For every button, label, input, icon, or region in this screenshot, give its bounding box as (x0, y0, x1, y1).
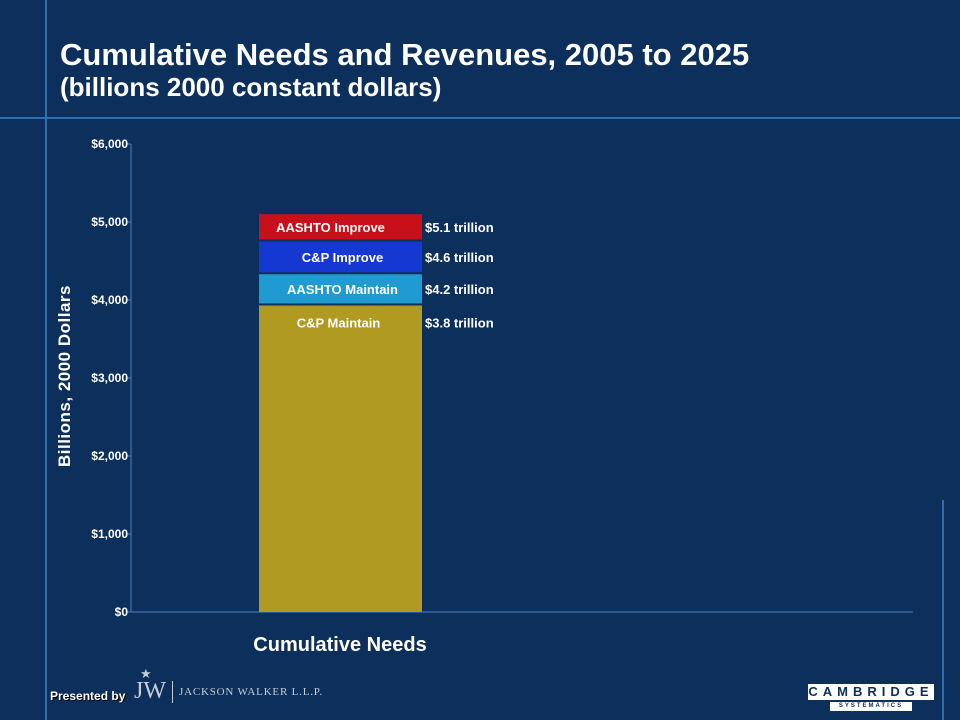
y-tick-label: $3,000 (91, 371, 128, 385)
cumulative-total-label: $3.8 trillion (425, 315, 494, 330)
logo-top-text: CAMBRIDGE (808, 684, 934, 700)
bar-segment (259, 241, 422, 273)
cambridge-systematics-logo: CAMBRIDGE SYSTEMATICS (808, 684, 934, 711)
star-icon: ★ (140, 666, 152, 681)
chart-title-line1: Cumulative Needs and Revenues, 2005 to 2… (60, 37, 750, 72)
cumulative-total-label: $4.2 trillion (425, 282, 494, 297)
cumulative-total-label: $5.1 trillion (425, 220, 494, 235)
cumulative-total-label: $4.6 trillion (425, 250, 494, 265)
chart-labels: C&P Maintain $3.8 trillion AASHTO Maintain… (276, 220, 494, 331)
bar-segment (259, 305, 422, 612)
presented-by-text: Presented by (50, 689, 126, 703)
frame-line-right (942, 500, 944, 720)
jw-monogram-text: JW (134, 678, 166, 704)
segment-label: AASHTO Maintain (287, 282, 398, 297)
y-tick-label: $5,000 (91, 215, 128, 229)
y-tick-label: $2,000 (91, 449, 128, 463)
frame-line-top (0, 117, 960, 119)
y-tick-label: $0 (115, 605, 129, 619)
bar-segment (259, 274, 422, 304)
segment-label: AASHTO Improve (276, 220, 385, 235)
x-category-label: Cumulative Needs (253, 634, 427, 656)
chart-subtitle: (billions 2000 constant dollars) (60, 72, 442, 102)
y-tick-label: $4,000 (91, 293, 128, 307)
jw-monogram: ★ JW (134, 666, 166, 705)
segment-label: C&P Maintain (297, 315, 381, 330)
chart-bars (259, 214, 422, 612)
bar-segment (259, 214, 422, 240)
sponsor-name: JACKSON WALKER L.L.P. (179, 685, 324, 698)
y-tick-label: $6,000 (91, 137, 128, 151)
chart-title: Cumulative Needs and Revenues, 2005 to 2… (60, 37, 750, 103)
chart-axes: $0 $1,000 $2,000 $3,000 $4,000 $5,000 $6,000 (91, 137, 913, 619)
logo-bottom-text: SYSTEMATICS (830, 702, 912, 711)
frame-line-left (45, 0, 47, 720)
jackson-walker-logo: ★ JW JACKSON WALKER L.L.P. (134, 666, 324, 705)
logo-divider (172, 680, 173, 703)
segment-label: C&P Improve (302, 250, 383, 265)
y-tick-label: $1,000 (91, 527, 128, 541)
